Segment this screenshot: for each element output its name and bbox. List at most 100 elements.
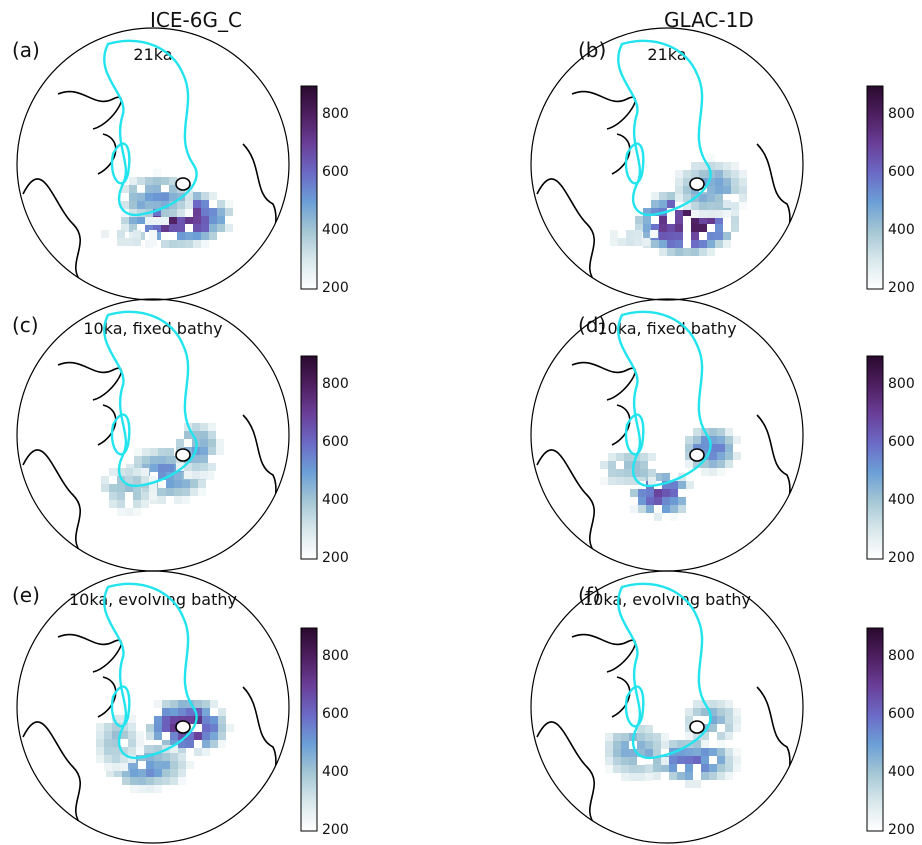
heat-cell [190,488,198,496]
heat-cell [643,224,651,232]
heat-cell [701,436,709,444]
heat-cell [154,761,162,769]
heat-cell [129,185,137,193]
heat-cell [125,468,133,476]
heat-cell [176,463,184,471]
colorbar-tick-label: 400 [888,492,915,508]
heat-cell [715,240,723,248]
heat-cell [654,497,662,505]
ice-sheet-outline [110,413,131,456]
heat-cell [707,202,715,210]
heat-cell [610,238,618,246]
heat-cell [162,761,170,769]
heat-cell [128,747,136,755]
colorbar-tick-label: 200 [322,280,349,296]
heat-cell [130,777,138,785]
heat-cell [200,447,208,455]
heat-cell [194,700,202,708]
heat-cell [733,764,741,772]
heat-cell [161,209,169,217]
heat-cell [161,224,169,232]
heat-cell [150,464,158,472]
map-panel [16,570,290,844]
heat-cell [192,431,200,439]
iceland-outline [175,448,191,462]
heat-cell [161,240,169,248]
heat-cell [693,732,701,740]
heat-cell [166,488,174,496]
heat-cell [202,732,210,740]
heat-cell [723,178,731,186]
heat-cell [701,764,709,772]
heat-cell [717,764,725,772]
panel-label: (a) [12,38,40,62]
heat-cell [153,177,161,185]
heat-cell [170,724,178,732]
heat-cell [201,208,209,216]
heat-cell [137,216,145,224]
heat-cell [194,748,202,756]
heat-cell [645,749,653,757]
heat-cell [691,170,699,178]
heat-cell [112,755,120,763]
heat-cell [717,716,725,724]
heat-cell [717,756,725,764]
coastline [756,414,793,546]
heat-cell [162,700,170,708]
heat-cell [635,224,643,232]
heat-cell [707,162,715,170]
heat-cell [121,201,129,209]
heat-cell [725,428,733,436]
heat-cell [145,177,153,185]
heat-cell [709,436,717,444]
heat-cell [707,210,715,218]
heat-cell [120,747,128,755]
heat-cell [136,739,144,747]
heat-cell [96,747,104,755]
heat-cell [174,480,182,488]
heat-cell [651,240,659,248]
heat-cell [200,439,208,447]
heat-cell [653,772,661,780]
heat-cell [653,749,661,757]
heat-cell [200,431,208,439]
heat-cell [632,461,640,469]
heat-cell [637,733,645,741]
heat-cell [653,733,661,741]
heat-cell [715,224,723,232]
heat-cell [138,769,146,777]
heat-cell [186,761,194,769]
heat-cell [133,468,141,476]
heat-cell [202,708,210,716]
heat-cell [210,732,218,740]
heat-cell [170,777,178,785]
heat-cell [170,716,178,724]
heat-cell [733,756,741,764]
heat-cell [699,210,707,218]
heat-cell [146,732,154,740]
heat-cell [725,444,733,452]
heat-cell [193,240,201,248]
heat-cell [218,724,226,732]
coastline [571,633,637,673]
heat-cell [178,740,186,748]
heat-cell [177,201,185,209]
colorbar-tick-label: 200 [322,550,349,566]
heat-cell [226,724,234,732]
heat-cell [725,772,733,780]
heat-cell [169,193,177,201]
colorbar-tick-label: 600 [322,706,349,722]
heat-cell [137,201,145,209]
globe-border [530,298,804,572]
heat-cell [142,456,150,464]
heat-cell [153,185,161,193]
coastline [536,449,598,556]
heat-cell [733,748,741,756]
coastline [22,721,84,828]
heat-cell [162,724,170,732]
heat-cell [645,725,653,733]
map-panel [530,27,804,301]
heat-cell [106,769,114,777]
heat-cell [129,201,137,209]
heat-cell [145,224,153,232]
